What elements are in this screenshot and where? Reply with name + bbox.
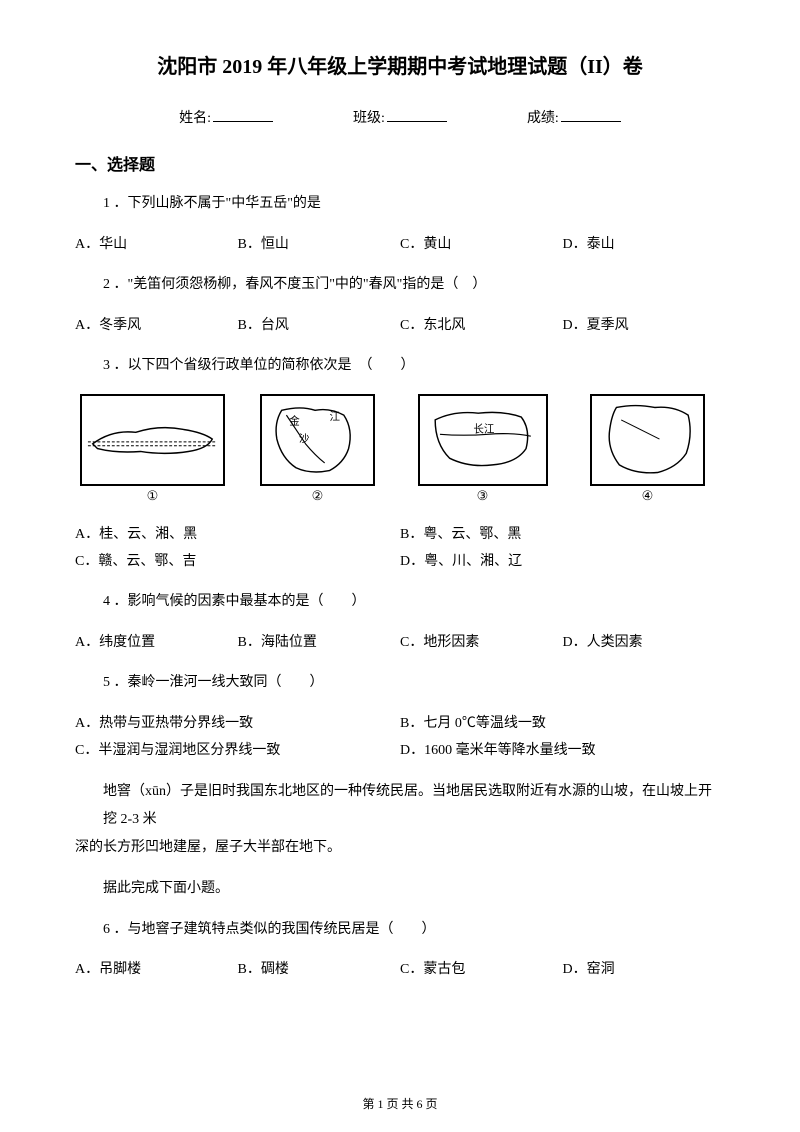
question-6-text: 6 ．与地窨子建筑特点类似的我国传统民居是（ ）	[75, 917, 725, 944]
question-4-text: 4 ．影响气候的因素中最基本的是（ ）	[75, 589, 725, 616]
q1-option-b: B．恒山	[238, 232, 401, 259]
q6-option-d: D．窑洞	[563, 957, 726, 984]
question-3-text: 3 ．以下四个省级行政单位的简称依次是 （ ）	[75, 353, 725, 380]
q5-option-a: A．热带与亚热带分界线一致	[75, 711, 400, 738]
q6-option-c: C．蒙古包	[400, 957, 563, 984]
q1-option-c: C．黄山	[400, 232, 563, 259]
map-3-label: ③	[477, 488, 489, 504]
score-blank[interactable]	[561, 121, 621, 122]
q6-option-a: A．吊脚楼	[75, 957, 238, 984]
question-3-options: A．桂、云、湘、黑 B．粤、云、鄂、黑 C．赣、云、鄂、吉 D．粤、川、湘、辽	[75, 522, 725, 575]
map-1-label: ①	[147, 488, 159, 504]
map-3-text: 长江	[473, 423, 495, 435]
map-2: 金 沙 江 ②	[240, 394, 395, 504]
class-field: 班级:	[353, 107, 447, 127]
passage-prompt: 据此完成下面小题。	[75, 876, 725, 903]
q3-option-a: A．桂、云、湘、黑	[75, 522, 400, 549]
class-blank[interactable]	[387, 121, 447, 122]
name-label: 姓名:	[179, 107, 211, 127]
page-title: 沈阳市 2019 年八年级上学期期中考试地理试题（II）卷	[75, 50, 725, 79]
q4-option-d: D．人类因素	[563, 630, 726, 657]
q6-option-b: B．碉楼	[238, 957, 401, 984]
question-5-text: 5 ．秦岭一淮河一线大致同（ ）	[75, 670, 725, 697]
map-3: 长江 ③	[405, 394, 560, 504]
q5-option-c: C．半湿润与湿润地区分界线一致	[75, 738, 400, 765]
map-1: ①	[75, 394, 230, 504]
map-2-svg: 金 沙 江	[260, 394, 375, 486]
question-2-options: A．冬季风 B．台风 C．东北风 D．夏季风	[75, 313, 725, 340]
q5-option-d: D．1600 毫米年等降水量线一致	[400, 738, 725, 765]
q2-option-b: B．台风	[238, 313, 401, 340]
question-2-text: 2 ．"羌笛何须怨杨柳，春风不度玉门"中的"春风"指的是（ ）	[75, 272, 725, 299]
student-info-row: 姓名: 班级: 成绩:	[75, 107, 725, 127]
map-4-label: ④	[642, 488, 654, 504]
q3-option-b: B．粤、云、鄂、黑	[400, 522, 725, 549]
province-maps-row: ① 金 沙 江 ② 长江 ③ ④	[75, 394, 725, 504]
q2-option-c: C．东北风	[400, 313, 563, 340]
q4-option-b: B．海陆位置	[238, 630, 401, 657]
passage-line-2: 深的长方形凹地建屋，屋子大半部在地下。	[75, 834, 725, 862]
map-4: ④	[570, 394, 725, 504]
map-4-svg	[590, 394, 705, 486]
map-2-text-jin: 金	[289, 415, 300, 428]
q3-option-c: C．赣、云、鄂、吉	[75, 549, 400, 576]
q4-option-c: C．地形因素	[400, 630, 563, 657]
map-2-text-jiang: 江	[329, 411, 340, 423]
passage-block: 地窨（xūn）子是旧时我国东北地区的一种传统民居。当地居民选取附近有水源的山坡，…	[75, 778, 725, 862]
name-field: 姓名:	[179, 107, 273, 127]
map-1-svg	[80, 394, 225, 486]
question-1-options: A．华山 B．恒山 C．黄山 D．泰山	[75, 232, 725, 259]
q2-option-a: A．冬季风	[75, 313, 238, 340]
section-1-header: 一、选择题	[75, 151, 725, 175]
map-3-svg: 长江	[418, 394, 548, 486]
class-label: 班级:	[353, 107, 385, 127]
q2-option-d: D．夏季风	[563, 313, 726, 340]
question-5-options: A．热带与亚热带分界线一致 B．七月 0℃等温线一致 C．半湿润与湿润地区分界线…	[75, 711, 725, 764]
name-blank[interactable]	[213, 121, 273, 122]
map-2-label: ②	[312, 488, 324, 504]
question-4-options: A．纬度位置 B．海陆位置 C．地形因素 D．人类因素	[75, 630, 725, 657]
question-1-text: 1 ．下列山脉不属于"中华五岳"的是	[75, 191, 725, 218]
q1-option-d: D．泰山	[563, 232, 726, 259]
q3-option-d: D．粤、川、湘、辽	[400, 549, 725, 576]
score-field: 成绩:	[527, 107, 621, 127]
q5-option-b: B．七月 0℃等温线一致	[400, 711, 725, 738]
page-footer: 第 1 页 共 6 页	[0, 1095, 800, 1112]
q1-option-a: A．华山	[75, 232, 238, 259]
score-label: 成绩:	[527, 107, 559, 127]
passage-line-1: 地窨（xūn）子是旧时我国东北地区的一种传统民居。当地居民选取附近有水源的山坡，…	[75, 778, 725, 834]
q4-option-a: A．纬度位置	[75, 630, 238, 657]
map-2-text-sha: 沙	[299, 433, 310, 445]
question-6-options: A．吊脚楼 B．碉楼 C．蒙古包 D．窑洞	[75, 957, 725, 984]
